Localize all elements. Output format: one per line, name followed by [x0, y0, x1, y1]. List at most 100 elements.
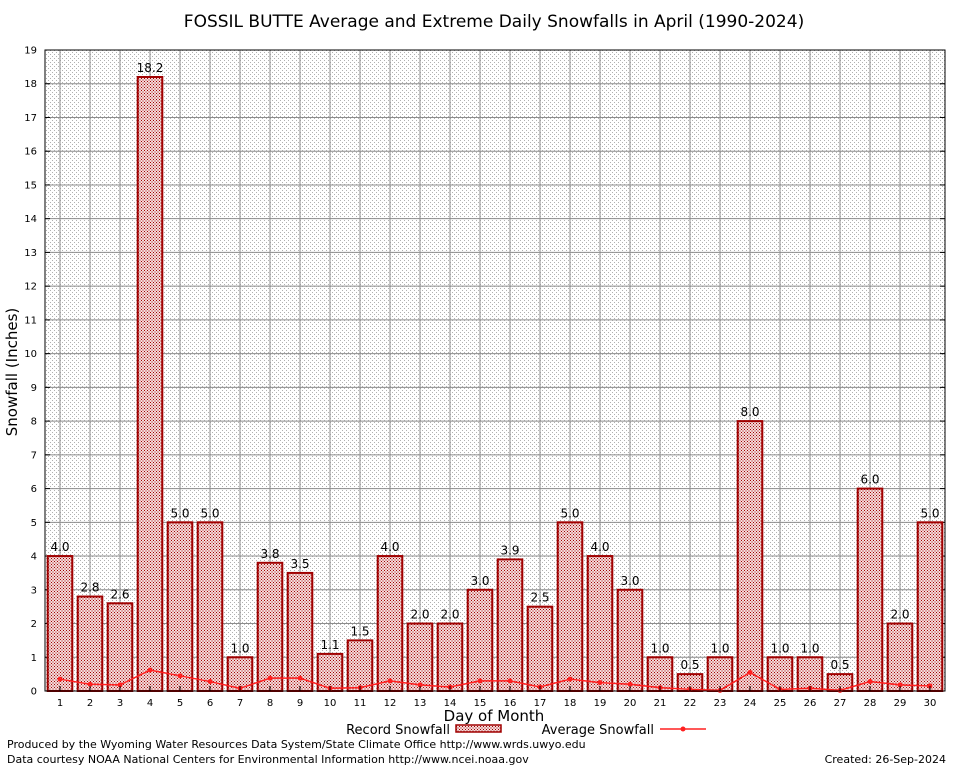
record-bar	[166, 521, 194, 692]
record-bar	[76, 595, 104, 693]
x-tick-label: 6	[207, 698, 213, 709]
y-tick-label: 3	[31, 585, 37, 596]
x-tick-label: 14	[444, 698, 457, 709]
average-point	[747, 669, 753, 675]
y-tick-label: 2	[31, 619, 37, 630]
x-axis-label: Day of Month	[444, 707, 545, 725]
average-snowfall-line	[57, 667, 933, 693]
record-bar	[856, 487, 884, 692]
footer-data-courtesy: Data courtesy NOAA National Centers for …	[7, 753, 529, 766]
bar-value-label: 0.5	[830, 658, 849, 672]
x-tick-label: 3	[117, 698, 123, 709]
average-point	[897, 682, 903, 688]
average-point	[87, 681, 93, 687]
bar-value-label: 1.1	[320, 638, 339, 652]
x-tick-label: 1	[57, 698, 63, 709]
y-tick-label: 18	[24, 79, 37, 90]
record-bar	[406, 622, 434, 692]
bar-value-label: 4.0	[590, 540, 609, 554]
average-point	[177, 673, 183, 679]
record-bar	[466, 588, 494, 693]
chart-title: FOSSIL BUTTE Average and Extreme Daily S…	[184, 12, 804, 32]
plot-area	[45, 50, 945, 691]
y-tick-label: 14	[24, 214, 37, 225]
x-tick-label: 2	[87, 698, 93, 709]
record-bar	[376, 555, 404, 692]
legend: Record Snowfall Average Snowfall	[346, 723, 706, 738]
record-bar	[106, 602, 134, 693]
average-point	[567, 676, 573, 682]
x-tick-label: 26	[804, 698, 817, 709]
bar-value-label: 1.0	[230, 641, 249, 655]
y-tick-label: 5	[31, 518, 37, 529]
bar-value-label: 2.0	[890, 608, 909, 622]
y-tick-label: 12	[24, 282, 37, 293]
bar-value-label: 1.0	[650, 641, 669, 655]
footer-created: Created: 26-Sep-2024	[824, 753, 946, 766]
average-point	[867, 679, 873, 685]
record-bar	[136, 75, 164, 692]
bar-value-label: 2.0	[410, 608, 429, 622]
y-tick-label: 1	[31, 653, 37, 664]
record-bar	[526, 605, 554, 692]
y-tick-label: 19	[24, 46, 37, 57]
x-tick-label: 11	[354, 698, 367, 709]
plot-frame	[44, 49, 946, 692]
average-point	[207, 679, 213, 685]
x-tick-label: 5	[177, 698, 183, 709]
bar-value-label: 1.0	[710, 641, 729, 655]
x-tick-label: 13	[414, 698, 427, 709]
y-tick-label: 13	[24, 248, 37, 259]
y-tick-label: 10	[24, 349, 37, 360]
bar-value-label: 1.0	[770, 641, 789, 655]
bar-value-label: 3.5	[290, 557, 309, 571]
average-point	[387, 678, 393, 684]
average-point	[147, 667, 153, 673]
bar-value-label: 5.0	[920, 506, 939, 520]
bar-value-label: 2.6	[110, 587, 129, 601]
x-axis-ticks: 1 2 3 4 5 6 7 8 9 10 11 12 13 14 15 16 17 18 19 20 21 22 23 24 2…	[57, 686, 937, 709]
legend-label-record: Record Snowfall	[346, 723, 450, 738]
bar-value-label: 4.0	[380, 540, 399, 554]
legend-label-average: Average Snowfall	[542, 723, 654, 738]
x-tick-label: 30	[924, 698, 937, 709]
x-tick-label: 10	[324, 698, 337, 709]
bar-value-label: 3.8	[260, 547, 279, 561]
y-tick-label: 6	[31, 484, 37, 495]
x-tick-label: 19	[594, 698, 607, 709]
record-bar	[586, 555, 614, 692]
bar-value-label: 3.9	[500, 543, 519, 557]
record-bar	[436, 622, 464, 692]
average-point	[927, 683, 933, 689]
x-tick-label: 7	[237, 698, 243, 709]
y-tick-label: 7	[31, 450, 37, 461]
record-bar	[346, 639, 374, 692]
x-tick-label: 28	[864, 698, 877, 709]
legend-swatch-record	[455, 724, 502, 733]
x-tick-label: 16	[504, 698, 517, 709]
record-bar	[736, 420, 764, 692]
x-tick-label: 8	[267, 698, 273, 709]
record-bar	[286, 571, 314, 693]
x-tick-label: 9	[297, 698, 303, 709]
bar-value-label: 1.0	[800, 641, 819, 655]
average-line-path	[59, 669, 931, 692]
y-tick-label: 0	[31, 687, 37, 698]
x-tick-label: 22	[684, 698, 697, 709]
y-tick-label: 17	[24, 113, 37, 124]
x-tick-label: 29	[894, 698, 907, 709]
y-tick-label: 4	[31, 552, 37, 563]
bar-value-label: 2.0	[440, 608, 459, 622]
average-point	[507, 678, 513, 684]
x-tick-label: 21	[654, 698, 667, 709]
bar-value-label: 2.5	[530, 591, 549, 605]
bar-value-label: 3.0	[470, 574, 489, 588]
average-point	[417, 682, 423, 688]
x-tick-label: 15	[474, 698, 487, 709]
average-point	[597, 680, 603, 686]
y-axis-label: Snowfall (Inches)	[3, 308, 21, 436]
y-tick-label: 8	[31, 417, 37, 428]
x-tick-label: 24	[744, 698, 757, 709]
bar-value-label: 8.0	[740, 405, 759, 419]
